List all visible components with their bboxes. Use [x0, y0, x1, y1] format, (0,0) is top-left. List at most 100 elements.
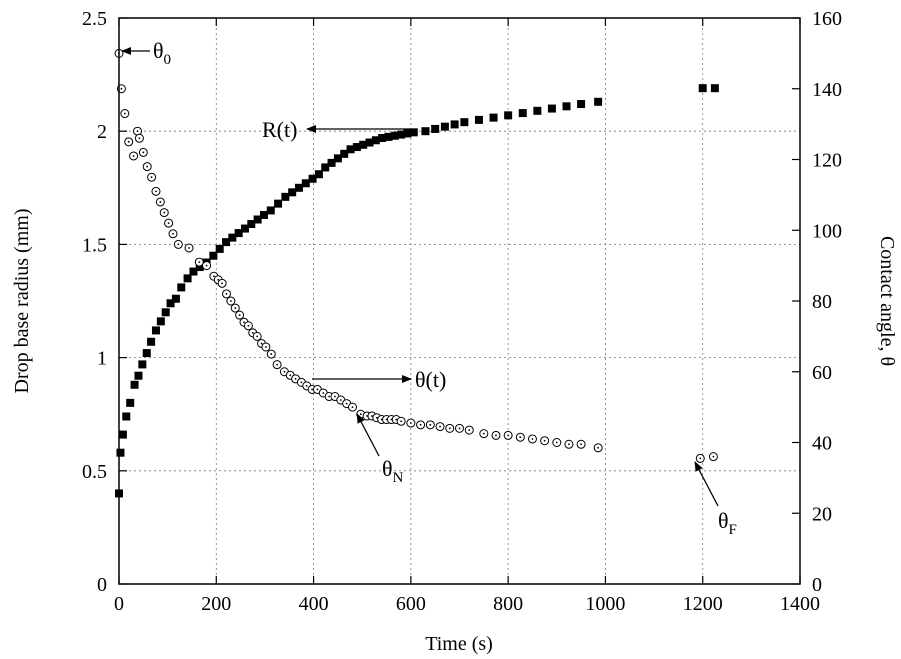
angle-point [455, 423, 464, 433]
angle-point [576, 439, 586, 449]
angle-point [194, 257, 204, 267]
x-tick-label: 0 [114, 593, 124, 615]
radius-point [130, 380, 139, 389]
radius-point [288, 188, 297, 197]
radius-point [274, 199, 283, 208]
radius-point [340, 149, 349, 158]
radius-point [161, 308, 170, 317]
angle-point [503, 430, 513, 440]
angle-point [425, 420, 435, 430]
angle-point [159, 208, 169, 218]
radius-point [308, 174, 317, 183]
angle-point [406, 418, 416, 428]
thetaN-arrow [356, 413, 380, 457]
y2-tick-label: 60 [812, 362, 832, 384]
angle-point [515, 432, 525, 442]
radius-point [533, 106, 542, 115]
x-tick-label: 1400 [780, 593, 820, 615]
radius-point [421, 127, 430, 136]
y2-tick-label: 0 [812, 574, 822, 596]
y-axis-title: Drop base radius (mm) [11, 209, 33, 394]
radius-point [378, 133, 387, 142]
radius-point [281, 192, 290, 201]
radius-point [390, 131, 399, 140]
radius-point [195, 263, 204, 272]
annotation-thetaF: θF [718, 508, 737, 538]
annotation-r: R(t) [262, 117, 297, 142]
y2-axis-title: Contact angle, θ [876, 236, 898, 366]
radius-point [126, 398, 135, 407]
radius-point [259, 210, 268, 219]
radius-point [431, 124, 440, 133]
radius-point [156, 317, 165, 326]
radius-point [209, 251, 218, 260]
angle-point [593, 443, 603, 453]
angle-point [134, 133, 144, 143]
x-tick-label: 200 [201, 593, 231, 615]
radius-point [222, 238, 231, 247]
radius-point [183, 274, 192, 283]
radius-point [460, 118, 469, 127]
angle-point [416, 420, 426, 430]
x-tick-label: 800 [493, 593, 523, 615]
radius-point [440, 122, 449, 131]
radius-point [151, 326, 160, 335]
radius-point [359, 140, 368, 149]
angle-point [129, 151, 139, 161]
y-tick-label: 2.5 [82, 8, 107, 30]
radius-point [116, 448, 125, 457]
y2-tick-label: 80 [812, 291, 832, 313]
radius-point [547, 104, 556, 113]
radius-point [594, 97, 603, 106]
radius-point [138, 360, 147, 369]
radius-point [504, 111, 513, 120]
angle-point [347, 402, 357, 412]
radius-point [327, 158, 336, 167]
radius-point [228, 233, 237, 242]
angle-point [266, 349, 276, 359]
radius-point [365, 138, 374, 147]
angle-point [540, 436, 550, 446]
angle-point [173, 239, 183, 249]
y-tick-label: 0.5 [82, 461, 107, 483]
angle-point [151, 186, 161, 196]
y2-tick-label: 20 [812, 503, 832, 525]
angle-point [164, 218, 174, 228]
angle-point [252, 331, 262, 341]
angle-point [564, 439, 574, 449]
angle-point [708, 452, 718, 462]
angle-point [120, 109, 130, 119]
angle-point [147, 172, 157, 182]
angle-point [217, 278, 227, 288]
radius-point [147, 337, 156, 346]
thetaF-arrow [694, 461, 719, 507]
annotation-theta0: θ0 [153, 38, 171, 68]
angle-point [435, 422, 445, 432]
y2-tick-label: 40 [812, 433, 832, 455]
radius-point [321, 163, 330, 172]
x-tick-label: 600 [396, 593, 426, 615]
radius-point [253, 215, 262, 224]
radius-point [118, 430, 127, 439]
angle-point [445, 423, 455, 433]
y-tick-label: 1 [97, 348, 107, 370]
radius-point [346, 145, 355, 154]
radius-point [189, 267, 198, 276]
angle-point [230, 303, 240, 313]
angle-point [142, 162, 152, 172]
annotation-theta-t: θ(t) [415, 367, 446, 392]
radius-point [122, 412, 131, 421]
annotations: θ0 R(t) θ(t) θN θF [121, 38, 737, 538]
y-tick-label: 0 [97, 574, 107, 596]
angle-point [464, 425, 474, 435]
angle-point [235, 310, 245, 320]
angle-point [168, 229, 178, 239]
radius-point [134, 371, 143, 380]
radius-point [333, 154, 342, 163]
y2-tick-label: 160 [812, 8, 842, 30]
angle-point [272, 360, 282, 370]
x-axis-title: Time (s) [425, 633, 493, 655]
y2-tick-label: 140 [812, 79, 842, 101]
tick-marks [118, 17, 801, 585]
